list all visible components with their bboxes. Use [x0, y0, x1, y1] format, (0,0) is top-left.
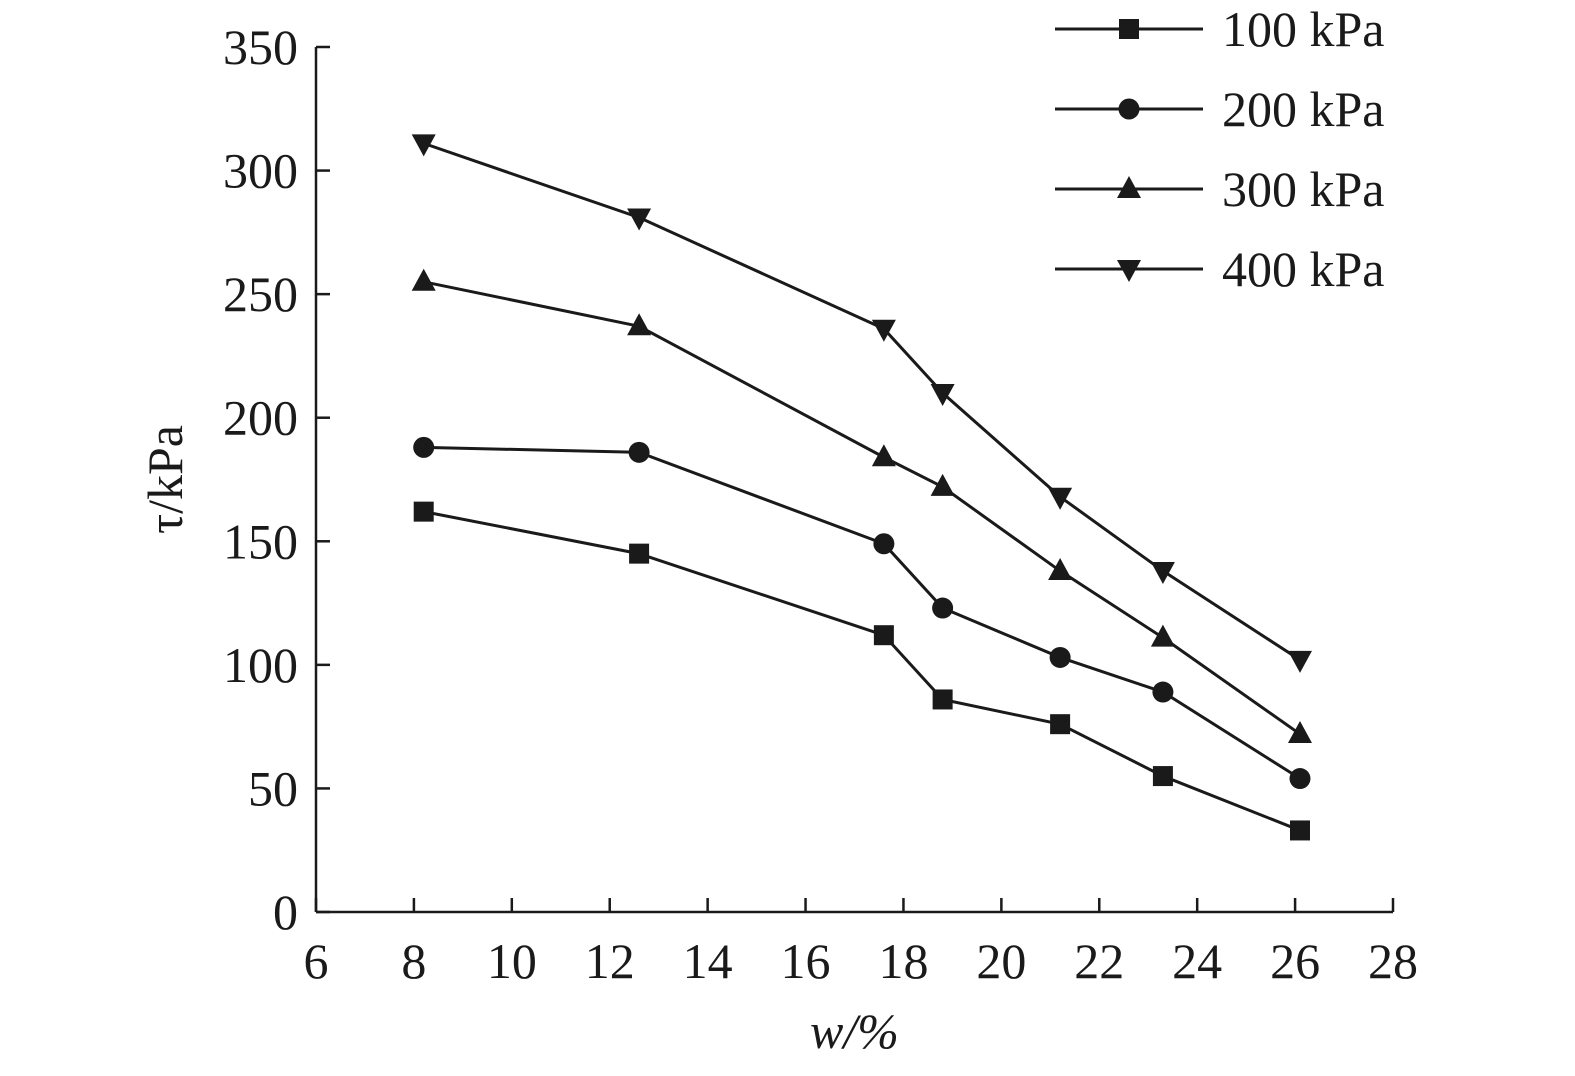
series-100-kpa [413, 501, 1310, 841]
data-point [1289, 768, 1311, 790]
data-point [873, 625, 894, 646]
data-point [1049, 646, 1071, 668]
series-line [423, 445, 1301, 780]
y-axis-title: τ/kPa [137, 425, 193, 534]
x-tick-label: 24 [1172, 933, 1222, 989]
x-tick-label: 8 [401, 933, 426, 989]
y-tick-label: 0 [273, 884, 298, 940]
legend-marker [1117, 176, 1141, 198]
data-point [1287, 721, 1312, 744]
data-point [629, 543, 650, 564]
legend-label: 100 kPa [1222, 1, 1385, 57]
legend-label: 300 kPa [1222, 161, 1385, 217]
data-point [932, 597, 954, 619]
y-tick-label: 300 [223, 143, 298, 199]
legend-label: 400 kPa [1222, 241, 1385, 297]
series-layer [411, 134, 1312, 841]
legend-entry: 400 kPa [1055, 241, 1385, 297]
x-tick-label: 28 [1368, 933, 1418, 989]
data-point [413, 501, 434, 522]
axes: 6 8 10 12 14 16 18 20 22 24 26 28 0 50 100 150 200 250 300… [137, 19, 1418, 1059]
legend-marker [1119, 19, 1139, 39]
data-point [627, 313, 652, 336]
x-tick-label: 20 [976, 933, 1026, 989]
x-axis-title: w/% [810, 1003, 899, 1059]
legend-label: 200 kPa [1222, 81, 1385, 137]
series-line [423, 141, 1301, 662]
data-point [1289, 820, 1310, 841]
x-tick-label: 26 [1270, 933, 1320, 989]
series-200-kpa [413, 436, 1311, 790]
legend-entry: 300 kPa [1055, 161, 1385, 217]
legend: 100 kPa 200 kPa 300 kPa 400 kPa [1055, 1, 1385, 297]
data-point [930, 473, 955, 496]
data-point [1048, 557, 1073, 580]
data-point [1150, 561, 1175, 584]
data-point [871, 444, 896, 467]
y-tick-label: 350 [223, 19, 298, 75]
data-point [1048, 487, 1073, 510]
series-300-kpa [411, 268, 1312, 744]
y-tick-label: 250 [223, 266, 298, 322]
y-tick-label: 100 [223, 637, 298, 693]
x-tick-label: 16 [781, 933, 831, 989]
data-point [1287, 650, 1312, 673]
data-point [871, 319, 896, 342]
data-point [932, 689, 953, 710]
x-tick-label: 10 [487, 933, 537, 989]
y-tick-label: 200 [223, 390, 298, 446]
x-tick-label: 12 [585, 933, 635, 989]
data-point [413, 436, 435, 458]
x-tick-label: 22 [1074, 933, 1124, 989]
y-tick-label: 150 [223, 513, 298, 569]
legend-entry: 200 kPa [1055, 81, 1385, 137]
data-point [1050, 714, 1071, 735]
data-point [1150, 624, 1175, 647]
data-point [628, 441, 650, 463]
data-point [1152, 766, 1173, 787]
data-point [411, 134, 436, 157]
x-tick-label: 18 [878, 933, 928, 989]
x-tick-label: 14 [683, 933, 733, 989]
data-point [1152, 681, 1174, 703]
series-line [423, 280, 1301, 736]
x-tick-label: 6 [304, 933, 329, 989]
legend-marker [1117, 260, 1141, 282]
data-point [411, 268, 436, 291]
data-point [873, 533, 895, 555]
series-400-kpa [411, 134, 1312, 673]
data-point [930, 384, 955, 406]
legend-marker [1118, 98, 1140, 120]
y-tick-label: 50 [248, 760, 298, 816]
data-point [627, 208, 652, 231]
legend-entry: 100 kPa [1055, 1, 1385, 57]
